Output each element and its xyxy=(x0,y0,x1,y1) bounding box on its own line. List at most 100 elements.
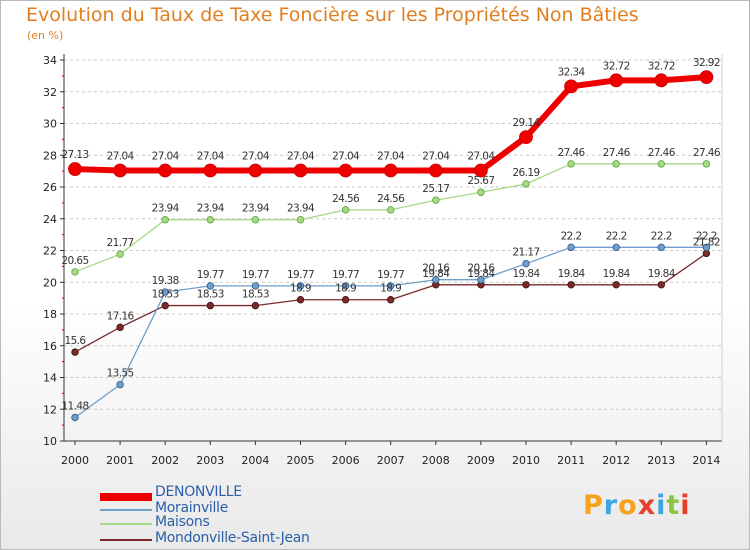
logo-letter: P xyxy=(583,490,604,521)
logo-letter: x xyxy=(637,490,657,521)
data-point xyxy=(612,281,620,289)
data-point xyxy=(519,130,533,145)
data-label: 19.77 xyxy=(197,269,224,281)
data-point xyxy=(387,296,395,304)
legend-swatch-maisons xyxy=(100,523,152,525)
x-tick-label: 2010 xyxy=(512,454,540,467)
data-label: 19.77 xyxy=(242,269,269,281)
legend-swatch-denonville xyxy=(100,493,152,501)
data-point xyxy=(341,206,350,214)
data-point xyxy=(387,206,395,214)
x-tick-label: 2003 xyxy=(196,454,224,467)
data-label: 19.84 xyxy=(648,268,676,280)
data-point xyxy=(248,163,263,178)
legend-label-maisons: Maisons xyxy=(155,514,210,530)
x-tick-label: 2002 xyxy=(151,454,179,467)
data-label: 32.34 xyxy=(558,66,586,78)
data-label: 27.04 xyxy=(107,150,135,162)
y-tick-label: 32 xyxy=(43,86,57,99)
y-axis-unit: (en %) xyxy=(27,29,64,42)
data-point xyxy=(206,301,214,310)
data-label: 19.77 xyxy=(377,269,404,281)
data-label: 27.04 xyxy=(332,150,360,162)
data-point xyxy=(338,163,353,178)
data-label: 26.19 xyxy=(512,167,539,179)
data-label: 29.14 xyxy=(512,117,540,129)
data-label: 27.04 xyxy=(422,150,450,162)
y-tick-label: 34 xyxy=(43,54,57,67)
data-label: 32.72 xyxy=(648,60,675,72)
chart-title: Evolution du Taux de Taxe Foncière sur l… xyxy=(26,4,639,26)
data-label: 20.65 xyxy=(61,255,88,267)
data-point xyxy=(206,216,214,224)
data-point xyxy=(113,163,127,178)
data-point xyxy=(71,348,79,356)
data-label: 24.56 xyxy=(332,193,360,205)
data-label: 18.53 xyxy=(242,289,269,301)
legend-label-morainville: Morainville xyxy=(155,500,229,516)
data-point xyxy=(383,163,398,178)
data-point xyxy=(116,250,124,258)
logo-letter: r xyxy=(603,490,619,521)
data-point xyxy=(341,282,350,290)
data-point xyxy=(522,281,530,289)
data-label: 20.16 xyxy=(422,263,450,275)
y-tick-label: 28 xyxy=(43,149,57,162)
data-label: 27.46 xyxy=(603,147,631,159)
data-label: 27.04 xyxy=(377,150,405,162)
data-label: 19.84 xyxy=(558,268,586,280)
data-label: 32.92 xyxy=(693,57,720,69)
data-label: 21.82 xyxy=(693,236,720,248)
data-point xyxy=(251,282,260,290)
x-tick-label: 2009 xyxy=(467,454,495,467)
x-tick-label: 2000 xyxy=(61,454,89,467)
data-point xyxy=(341,296,350,304)
series-denonville xyxy=(68,70,714,178)
data-label: 19.84 xyxy=(603,268,631,280)
logo-letter: t xyxy=(666,490,681,521)
data-label: 32.72 xyxy=(603,60,630,72)
data-point xyxy=(657,243,665,252)
data-label: 27.04 xyxy=(287,150,315,162)
data-point xyxy=(612,160,620,168)
series-line xyxy=(74,163,707,273)
grid xyxy=(64,59,722,410)
data-point xyxy=(657,160,665,168)
y-tick-label: 12 xyxy=(43,403,57,416)
data-label: 21.17 xyxy=(512,247,539,259)
data-point xyxy=(702,243,711,252)
data-label: 23.94 xyxy=(197,203,225,215)
data-point xyxy=(296,296,305,304)
data-label: 24.56 xyxy=(377,193,405,205)
data-label: 17.16 xyxy=(107,310,135,322)
data-point xyxy=(522,180,530,188)
series-group xyxy=(68,70,714,422)
x-tick-label: 2008 xyxy=(422,454,450,467)
data-point xyxy=(432,196,440,204)
data-label: 19.84 xyxy=(512,268,540,280)
data-label: 15.6 xyxy=(65,335,87,347)
data-point xyxy=(71,268,79,276)
data-point xyxy=(564,79,578,94)
data-label: 19.38 xyxy=(152,275,179,287)
data-label: 11.48 xyxy=(61,401,88,413)
data-point xyxy=(657,281,665,289)
data-point xyxy=(428,163,443,178)
data-label: 27.04 xyxy=(197,150,225,162)
y-tick-label: 22 xyxy=(43,245,57,258)
data-label: 18.9 xyxy=(290,283,311,295)
logo-letter: i xyxy=(656,490,667,521)
legend-swatch-mondonville-saint-jean xyxy=(100,539,152,541)
data-label: 13.55 xyxy=(107,368,134,380)
legend-label-denonville: DENONVILLE xyxy=(155,484,242,500)
axes: 10 12 14 16 18 20 22 24 26 28 30 32 34 2000 2001 2002 20… xyxy=(43,54,723,467)
y-tick-label: 16 xyxy=(43,340,57,353)
data-label: 27.46 xyxy=(693,147,721,159)
y-tick-label: 26 xyxy=(43,181,57,194)
x-tick-label: 2011 xyxy=(557,454,585,467)
data-point xyxy=(609,73,624,88)
data-point xyxy=(567,243,575,252)
proxiti-logo: Proxiti xyxy=(583,490,691,521)
data-point xyxy=(567,160,575,168)
